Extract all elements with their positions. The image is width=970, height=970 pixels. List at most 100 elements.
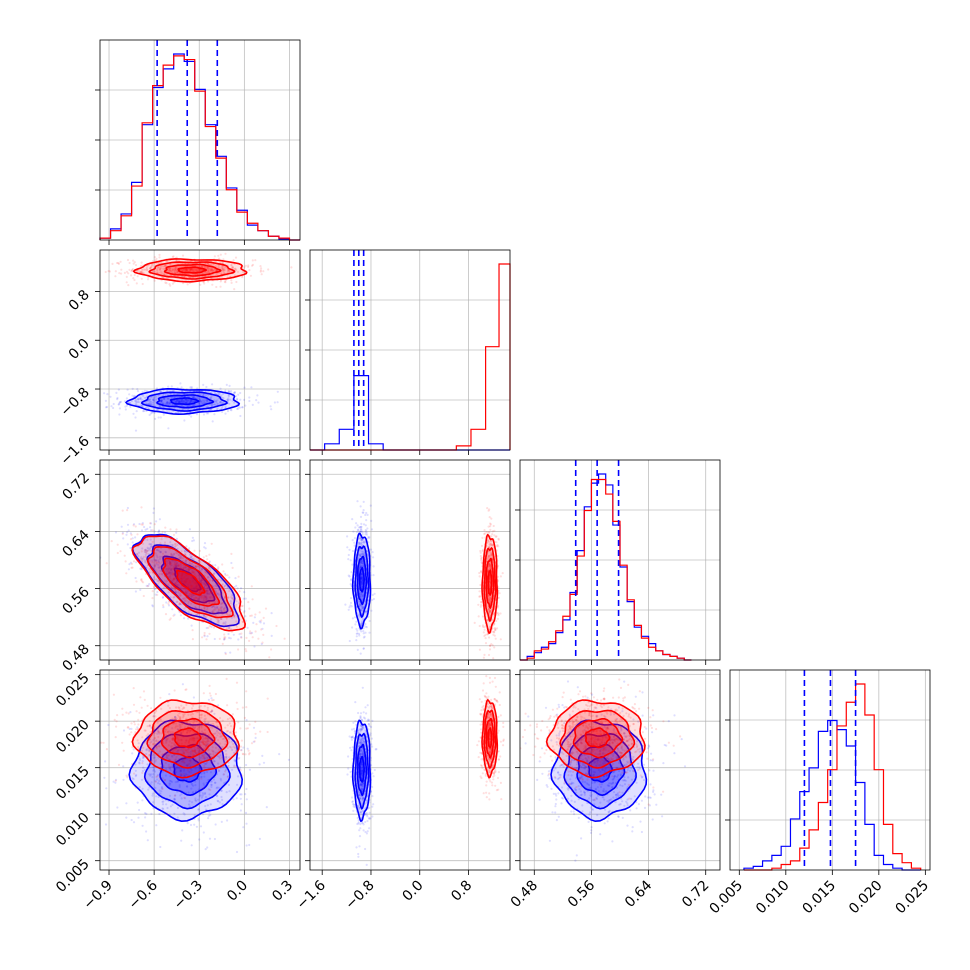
density-fill-a bbox=[132, 534, 240, 627]
density-fill-a bbox=[357, 556, 367, 605]
panel-frame bbox=[519, 459, 721, 661]
contour-line-a bbox=[156, 394, 215, 409]
contour-line-a bbox=[576, 743, 626, 797]
y-tick-label: 0.72 bbox=[59, 470, 92, 503]
contour-line-b bbox=[485, 717, 495, 759]
scatter-panel-1-0 bbox=[95, 249, 301, 455]
histogram-series-a bbox=[310, 375, 510, 451]
contour-line-b bbox=[487, 569, 493, 596]
y-tick-label: 0.015 bbox=[53, 763, 93, 803]
x-tick-label: −0.9 bbox=[80, 878, 115, 913]
contour-line-a bbox=[563, 732, 637, 810]
x-tick-label: 0.010 bbox=[753, 878, 793, 918]
contour-line-a bbox=[356, 555, 368, 606]
x-tick-label: −0.8 bbox=[342, 878, 377, 913]
contour-line-b bbox=[146, 709, 229, 769]
y-tick-label: 0.64 bbox=[59, 527, 92, 560]
density-fill-a bbox=[174, 568, 201, 592]
x-tick-label: 0.0 bbox=[224, 878, 251, 905]
contour-line-b bbox=[545, 699, 646, 779]
contour-line-b bbox=[132, 258, 248, 283]
x-axis-labels-col-2: 0.48 0.56 0.64 0.72 bbox=[508, 877, 713, 910]
y-tick-label: 0.020 bbox=[53, 717, 93, 757]
contour-line-b bbox=[481, 533, 499, 635]
contour-line-b bbox=[481, 699, 499, 779]
panel-frame bbox=[99, 459, 301, 661]
density-fill-a bbox=[588, 756, 613, 782]
density-fill-b bbox=[176, 570, 205, 595]
histogram-panel-1 bbox=[305, 249, 511, 455]
y-tick-label: 0.0 bbox=[66, 336, 93, 363]
contour-line-b bbox=[483, 546, 497, 623]
density-fill-a bbox=[357, 744, 367, 796]
contour-line-b bbox=[584, 727, 611, 749]
contour-line-a bbox=[146, 544, 229, 615]
x-tick-label: 0.005 bbox=[706, 878, 746, 918]
x-axis-labels-col-0: −0.9 −0.6 −0.3 0.0 0.3 bbox=[80, 877, 296, 912]
contour-line-a bbox=[160, 555, 216, 604]
contour-line-a bbox=[354, 545, 370, 619]
y-tick-label: −0.8 bbox=[57, 385, 92, 420]
x-tick-label: 0.0 bbox=[400, 878, 427, 905]
y-axis-labels-row-2: 0.48 0.56 0.64 0.72 bbox=[59, 470, 92, 675]
histogram-series-b bbox=[743, 683, 922, 871]
histogram-series-b bbox=[310, 263, 511, 451]
contour-line-b bbox=[483, 709, 497, 770]
contour-line-a bbox=[358, 755, 365, 783]
histogram-panel-3 bbox=[725, 669, 931, 875]
density-fill-a bbox=[160, 744, 217, 796]
density-fill-b bbox=[486, 718, 494, 758]
density-fill-a bbox=[173, 756, 202, 782]
y-tick-label: 0.8 bbox=[66, 287, 93, 314]
histogram-panel-0 bbox=[95, 39, 301, 245]
contour-line-a bbox=[351, 719, 372, 823]
x-tick-label: −0.6 bbox=[126, 877, 161, 912]
x-tick-label: 0.56 bbox=[565, 877, 598, 910]
contour-line-a bbox=[143, 732, 231, 810]
x-tick-label: 0.48 bbox=[508, 878, 541, 911]
density-fill-a bbox=[157, 395, 214, 408]
scatter-panel-3-0 bbox=[95, 669, 301, 875]
panel-frame bbox=[99, 249, 301, 451]
contour-line-b bbox=[163, 263, 222, 277]
contour-line-a bbox=[140, 391, 228, 412]
panel-frame bbox=[309, 459, 511, 661]
panel-frame bbox=[309, 249, 511, 451]
histogram-series-a bbox=[99, 53, 300, 241]
x-tick-label: 0.3 bbox=[269, 878, 296, 905]
contour-line-a bbox=[124, 387, 241, 416]
scatter-panel-2-1 bbox=[305, 459, 511, 665]
contour-line-b bbox=[177, 266, 208, 274]
contour-line-b bbox=[176, 569, 206, 596]
contour-line-a bbox=[354, 732, 370, 810]
histogram-series-a bbox=[520, 473, 692, 661]
contour-line-b bbox=[162, 557, 221, 607]
density-fill-b bbox=[161, 718, 215, 758]
x-axis-labels-col-1: −1.6 −0.8 0.0 0.8 bbox=[294, 877, 476, 912]
density-fill-b bbox=[486, 558, 494, 608]
density-fill-b bbox=[147, 546, 233, 618]
density-fill-b bbox=[585, 728, 610, 748]
contour-line-b bbox=[487, 727, 493, 749]
y-tick-label: 0.005 bbox=[53, 856, 93, 896]
panel-frame bbox=[99, 39, 301, 241]
y-tick-label: 0.48 bbox=[59, 641, 92, 674]
density-fill-b bbox=[164, 264, 221, 276]
x-tick-label: −1.6 bbox=[294, 877, 329, 912]
contour-line-a bbox=[131, 533, 240, 628]
density-fill-a bbox=[577, 744, 625, 796]
panel-frame bbox=[519, 669, 721, 871]
contour-line-b bbox=[146, 545, 234, 619]
contour-line-a bbox=[351, 532, 372, 630]
contour-line-a bbox=[358, 566, 365, 593]
panel-frame bbox=[729, 669, 931, 871]
scatter-points-b bbox=[520, 678, 682, 806]
contour-line-b bbox=[148, 261, 236, 280]
x-tick-label: 0.64 bbox=[622, 877, 655, 910]
x-tick-label: −0.3 bbox=[171, 878, 206, 913]
histogram-series-b bbox=[99, 55, 300, 241]
density-fill-b bbox=[174, 728, 201, 748]
panel-frame bbox=[309, 669, 511, 871]
contour-line-b bbox=[559, 709, 636, 769]
